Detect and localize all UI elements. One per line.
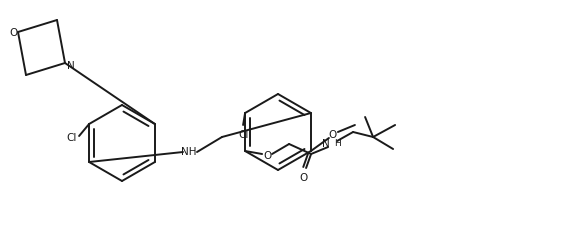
Text: N: N (67, 61, 75, 71)
Text: O: O (9, 28, 17, 38)
Text: Cl: Cl (66, 133, 76, 143)
Text: NH: NH (181, 147, 197, 157)
Text: O: O (329, 130, 337, 140)
Text: O: O (263, 151, 271, 161)
Text: Cl: Cl (238, 130, 248, 140)
Text: O: O (299, 173, 307, 183)
Text: H: H (334, 140, 341, 148)
Text: N: N (323, 139, 330, 149)
